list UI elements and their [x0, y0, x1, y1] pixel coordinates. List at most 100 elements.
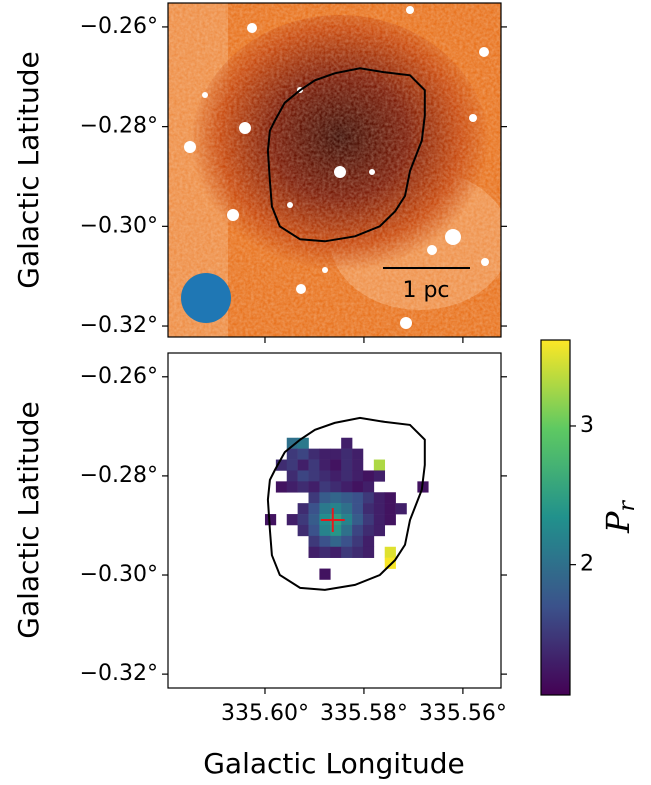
heatmap-cell — [308, 459, 320, 471]
heatmap-cell — [297, 524, 309, 537]
heatmap-cell — [264, 514, 277, 526]
heatmap-cell — [352, 514, 364, 526]
heatmap-cell — [308, 481, 320, 493]
heatmap-cell — [297, 448, 309, 460]
heatmap-cell — [330, 470, 342, 482]
heatmap-cell — [319, 503, 331, 515]
heatmap-cell — [297, 437, 309, 449]
heatmap-cell — [352, 535, 364, 548]
colorbar-tick-label: 2 — [580, 552, 594, 577]
y-axis-label: Galactic Latitude — [12, 51, 45, 288]
heatmap-cell — [319, 470, 331, 482]
heatmap-cell — [384, 557, 396, 569]
heatmap-cell — [362, 481, 375, 493]
heatmap-cell — [373, 492, 386, 504]
heatmap-cell — [319, 459, 331, 471]
y-tick-label: −0.26° — [80, 364, 158, 389]
heatmap-cell — [373, 470, 386, 482]
heatmap-cell — [352, 503, 364, 515]
contour — [266, 416, 426, 591]
heatmap-cell — [341, 459, 353, 471]
heatmap-cell — [362, 546, 375, 558]
heatmap-cell — [341, 470, 353, 482]
heatmap-cell — [319, 546, 331, 558]
heatmap-cell — [286, 481, 298, 493]
heatmap-cell — [341, 437, 353, 449]
x-tick-label: 335.60° — [221, 701, 309, 726]
heatmap-cell — [341, 535, 353, 548]
heatmap-cell — [395, 503, 407, 515]
heatmap-cell — [330, 448, 342, 460]
y-tick-label: −0.30° — [80, 213, 158, 238]
heatmap-cell — [352, 481, 364, 493]
nebula-image — [168, 3, 501, 337]
heatmap-cell — [330, 492, 342, 504]
heatmap-cell — [384, 514, 396, 526]
heatmap-cell — [286, 437, 298, 449]
axes-frame — [167, 2, 502, 338]
heatmap-cell — [341, 546, 353, 558]
heatmap-cell — [308, 448, 320, 460]
heatmap-cell — [330, 524, 342, 537]
heatmap-cell — [297, 481, 309, 493]
heatmap-cell — [362, 535, 375, 548]
heatmap-cell — [308, 514, 320, 526]
heatmap-cell — [341, 514, 353, 526]
heatmap-cell — [286, 448, 298, 460]
heatmap-cell — [352, 448, 364, 460]
heatmap-cell — [330, 546, 342, 558]
heatmap-cell — [362, 524, 375, 537]
heatmap-cell — [341, 481, 353, 493]
heatmap-cell — [362, 514, 375, 526]
y-tick-label: −0.32° — [80, 661, 158, 686]
y-tick-label: −0.26° — [80, 14, 158, 39]
heatmap-cell — [297, 514, 309, 526]
heatmap-cell — [352, 492, 364, 504]
heatmap-cell — [286, 470, 298, 482]
heatmap-cell — [319, 568, 331, 580]
heatmap-cell — [319, 524, 331, 537]
heatmap-cell — [308, 535, 320, 548]
heatmap-cell — [319, 448, 331, 460]
heatmap-cell — [341, 503, 353, 515]
heatmap-cell — [341, 524, 353, 537]
axes-frame — [167, 352, 502, 689]
heatmap-cell — [286, 459, 298, 471]
heatmap-cell — [384, 492, 396, 504]
heatmap-cell — [308, 524, 320, 537]
heatmap-cell — [330, 459, 342, 471]
scale-bar-label: 1 pc — [402, 278, 449, 303]
heatmap-cell — [275, 459, 288, 471]
x-axis-label: Galactic Longitude — [203, 747, 465, 780]
heatmap-cell — [362, 503, 375, 515]
heatmap-cell — [352, 459, 364, 471]
y-tick-label: −0.30° — [80, 562, 158, 587]
heatmap-cell — [319, 481, 331, 493]
y-tick-label: −0.28° — [80, 463, 158, 488]
x-tick-label: 335.56° — [419, 701, 507, 726]
heatmap-cell — [297, 503, 309, 515]
heatmap-cell — [373, 503, 386, 515]
heatmap-cell — [297, 470, 309, 482]
colorbar-tick-label: 3 — [580, 413, 594, 438]
heatmap-cell — [373, 459, 386, 471]
heatmap-cell — [362, 470, 375, 482]
contour — [266, 67, 426, 243]
colorbar-label-main: P — [599, 511, 637, 534]
y-tick-label: −0.32° — [80, 313, 158, 338]
heatmap-cell — [341, 492, 353, 504]
heatmap-cell — [330, 481, 342, 493]
heatmap-cell — [352, 546, 364, 558]
center-marker — [320, 508, 345, 533]
heatmap-cell — [308, 470, 320, 482]
heatmap-cell — [330, 535, 342, 548]
heatmap-cell — [373, 514, 386, 526]
y-tick-label: −0.28° — [80, 114, 158, 139]
heatmap-cell — [319, 492, 331, 504]
heatmap-cell — [308, 503, 320, 515]
colorbar — [540, 339, 571, 696]
heatmap-cell — [341, 448, 353, 460]
y-axis-label: Galactic Latitude — [12, 401, 45, 638]
heatmap-cell — [352, 470, 364, 482]
